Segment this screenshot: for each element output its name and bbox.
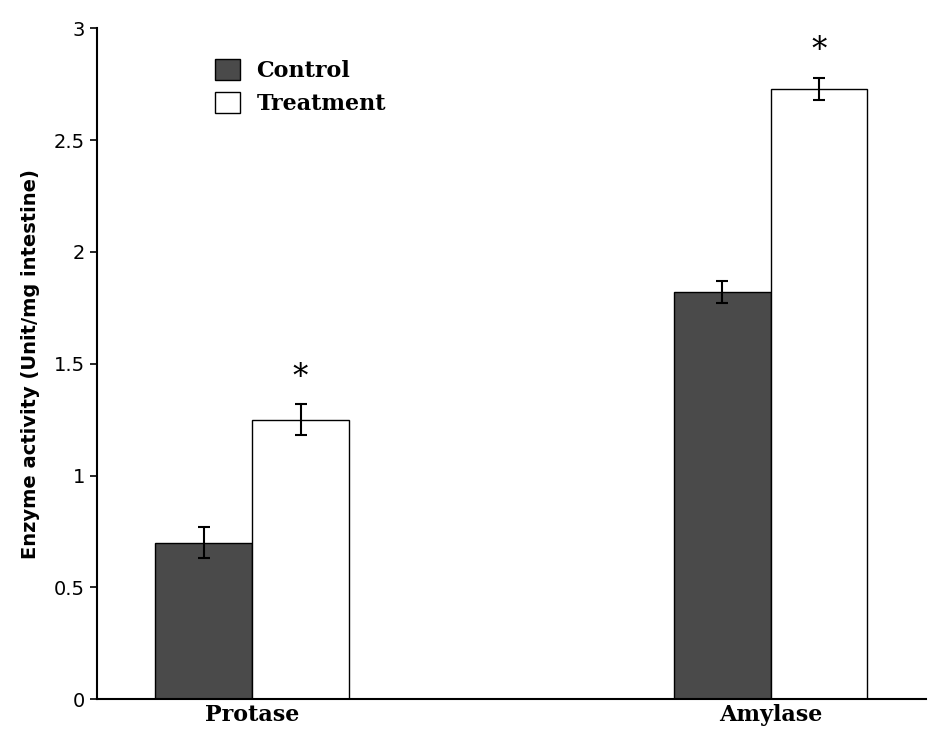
Bar — [252, 420, 348, 699]
Bar — [155, 543, 252, 699]
Bar — [674, 292, 771, 699]
Text: *: * — [812, 35, 827, 66]
Bar — [771, 89, 867, 699]
Text: *: * — [293, 362, 309, 393]
Y-axis label: Enzyme activity (Unit/mg intestine): Enzyme activity (Unit/mg intestine) — [21, 169, 40, 559]
Legend: Control, Treatment: Control, Treatment — [215, 59, 386, 115]
